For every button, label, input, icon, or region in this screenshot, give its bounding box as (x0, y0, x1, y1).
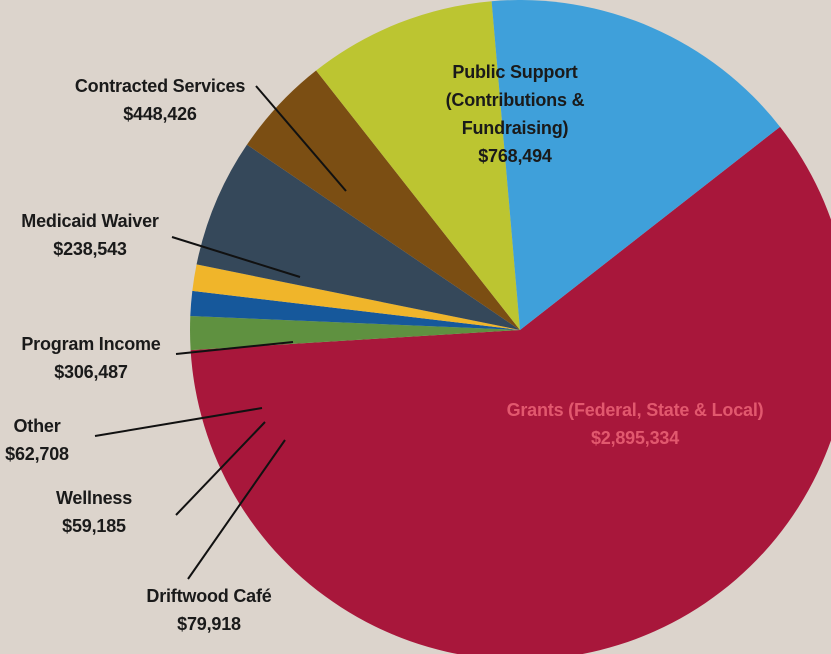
pie-slice-public-support-contributions-fundraising (491, 0, 781, 330)
slice-label: Grants (Federal, State & Local) $2,895,33… (507, 396, 764, 452)
slice-label: Program Income $306,487 (21, 330, 160, 386)
slice-label: Driftwood Café $79,918 (146, 582, 271, 638)
slice-label-value: $306,487 (54, 362, 128, 382)
leader-line (187, 439, 286, 580)
slice-label-name: Contracted Services (74, 76, 246, 96)
slice-label-name: Other (13, 416, 61, 436)
slice-label-name: Public Support (452, 62, 578, 82)
slice-label-value: $59,185 (62, 516, 126, 536)
slice-label: Public Support (Contributions & Fundraisin… (446, 58, 585, 170)
leader-line (175, 341, 294, 355)
slice-label-value: $79,918 (177, 614, 241, 634)
slice-label-value: $2,895,334 (590, 428, 680, 448)
slice-label-name: Grants (Federal, State & Local) (506, 400, 764, 420)
slice-label-value: $238,543 (53, 239, 127, 259)
pie-slice-driftwood-caf (190, 316, 520, 351)
leader-line (171, 236, 301, 278)
slice-label-name: Medicaid Waiver (21, 211, 159, 231)
pie-slice-other (192, 264, 520, 330)
slice-label-name: (Contributions & (445, 90, 585, 110)
pie-slice-program-income (196, 144, 520, 330)
slice-label-name: Wellness (55, 488, 133, 508)
slice-label-value: $62,708 (5, 444, 69, 464)
slice-label-value: $768,494 (478, 146, 552, 166)
slice-label: Wellness $59,185 (56, 484, 132, 540)
slice-label: Contracted Services $448,426 (75, 72, 245, 128)
slice-label: Other $62,708 (5, 412, 69, 468)
slice-label-name: Driftwood Café (146, 586, 272, 606)
pie-slice-grants-federal-state-local (190, 126, 831, 654)
slice-label-name: Program Income (21, 334, 161, 354)
slice-label-value: $448,426 (123, 104, 197, 124)
pie-slice-medicaid-waiver (246, 70, 520, 331)
slice-label: Medicaid Waiver $238,543 (21, 207, 159, 263)
leader-line (94, 407, 263, 437)
leader-line (175, 421, 266, 516)
pie-slice-contracted-services (316, 1, 520, 330)
leader-line (255, 85, 347, 192)
pie-slice-wellness (190, 290, 521, 330)
slice-label-name: Fundraising) (461, 118, 569, 138)
